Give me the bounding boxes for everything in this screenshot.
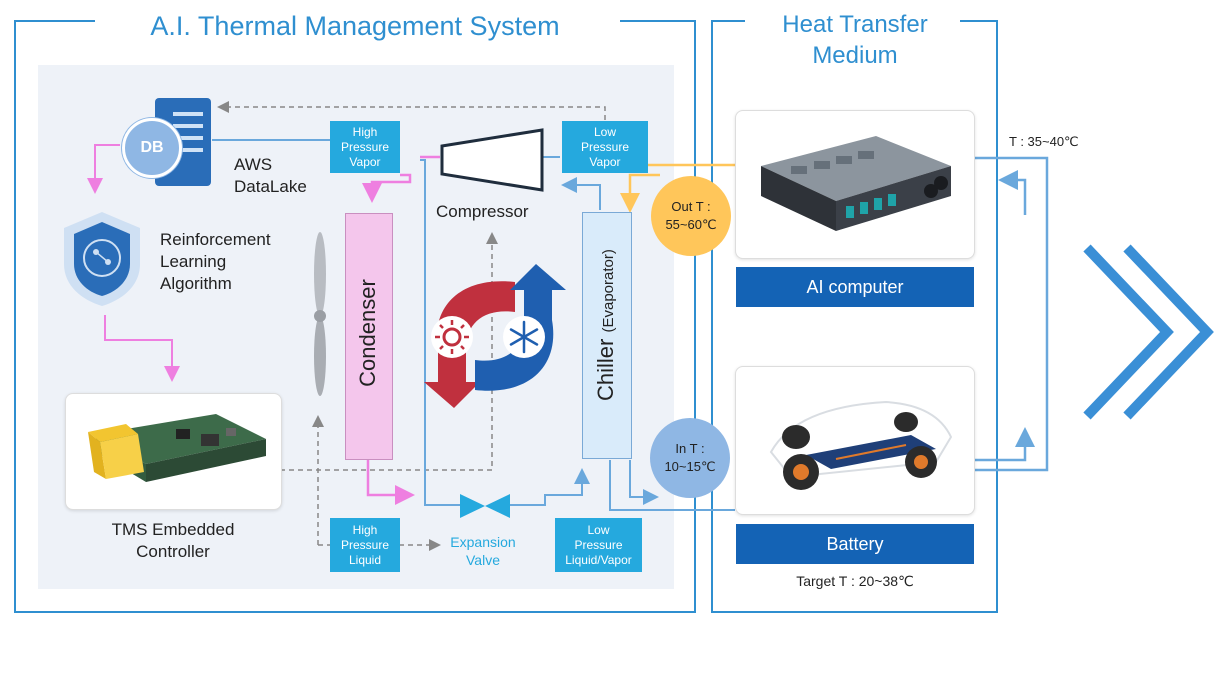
ai-computer-image-card xyxy=(735,110,975,259)
in-t-line2: 10~15℃ xyxy=(664,459,716,474)
temperature-range-label: T : 35~40℃ xyxy=(1009,134,1079,149)
hpv-line2: Pressure xyxy=(340,139,390,154)
compressor-icon xyxy=(440,128,544,192)
ev-chassis-image xyxy=(769,400,953,490)
chiller-label: Chiller (Evaporator) xyxy=(593,249,619,401)
battery-image-card xyxy=(735,366,975,515)
medium-title-line1: Heat Transfer xyxy=(782,11,928,38)
refrigerant-cycle-icon xyxy=(424,264,566,408)
snowflake-icon xyxy=(503,316,545,358)
controller-line1: TMS Embedded xyxy=(111,520,235,539)
expansion-line1: Expansion xyxy=(450,534,516,550)
condenser-block xyxy=(345,213,393,460)
rl-label: Reinforcement Learning Algorithm xyxy=(160,229,271,295)
controller-label: TMS Embedded Controller xyxy=(98,519,248,563)
low-pressure-vapor-tag: Low Pressure Vapor xyxy=(562,121,648,173)
high-pressure-liquid-tag: High Pressure Liquid xyxy=(330,518,400,572)
heat-icon xyxy=(431,316,473,358)
medium-title-line2: Medium xyxy=(812,42,898,69)
chiller-main-label: Chiller xyxy=(593,338,618,401)
hpl-line2: Pressure xyxy=(340,537,390,552)
in-t-line1: In T : xyxy=(675,441,705,456)
valve-icon xyxy=(460,494,510,518)
in-temperature-badge: In T : 10~15℃ xyxy=(650,418,730,498)
chiller-block xyxy=(582,212,632,459)
out-temperature-badge: Out T : 55~60℃ xyxy=(651,176,731,256)
tms-title: A.I. Thermal Management System xyxy=(125,10,585,42)
controller-line2: Controller xyxy=(136,542,210,561)
lpv-line2: Pressure xyxy=(580,139,630,154)
controller-board-image xyxy=(88,414,266,482)
rl-line1: Reinforcement xyxy=(160,230,271,249)
high-pressure-vapor-tag: High Pressure Vapor xyxy=(330,121,400,173)
expansion-valve-label: Expansion Valve xyxy=(440,533,526,569)
hpl-line1: High xyxy=(352,522,378,537)
fan-icon xyxy=(314,232,326,396)
ai-computer-label: AI computer xyxy=(736,267,974,307)
controller-image-card xyxy=(65,393,282,510)
hpl-line3: Liquid xyxy=(348,552,382,567)
lpv-line1: Low xyxy=(593,124,616,139)
rl-line2: Learning xyxy=(160,252,227,271)
compressor-label: Compressor xyxy=(436,202,529,221)
target-temperature-label: Target T : 20~38℃ xyxy=(796,573,914,589)
brain-shield-icon xyxy=(64,212,140,306)
battery-label: Battery xyxy=(736,524,974,564)
lplv-line1: Low xyxy=(587,522,610,537)
chiller-sub-label: (Evaporator) xyxy=(600,249,617,333)
rl-line3: Algorithm xyxy=(160,274,232,293)
condenser-label: Condenser xyxy=(355,279,380,387)
datalake-line: DataLake xyxy=(234,177,307,196)
lpv-line3: Vapor xyxy=(589,154,621,169)
out-t-line1: Out T : xyxy=(671,199,711,214)
chevron-right-icon xyxy=(1083,244,1214,420)
hpv-line3: Vapor xyxy=(349,154,381,169)
aws-line: AWS xyxy=(234,155,273,174)
medium-title: Heat Transfer Medium xyxy=(760,9,950,71)
out-t-line2: 55~60℃ xyxy=(665,217,717,232)
expansion-line2: Valve xyxy=(466,552,500,568)
lplv-line3: Liquid/Vapor xyxy=(565,552,632,567)
hpv-line1: High xyxy=(352,124,378,139)
aws-datalake-label: AWS DataLake xyxy=(234,154,307,198)
ai-computer-image xyxy=(761,136,951,231)
low-pressure-liquid-vapor-tag: Low Pressure Liquid/Vapor xyxy=(555,518,642,572)
database-icon: DB xyxy=(122,118,182,178)
lplv-line2: Pressure xyxy=(574,537,623,552)
